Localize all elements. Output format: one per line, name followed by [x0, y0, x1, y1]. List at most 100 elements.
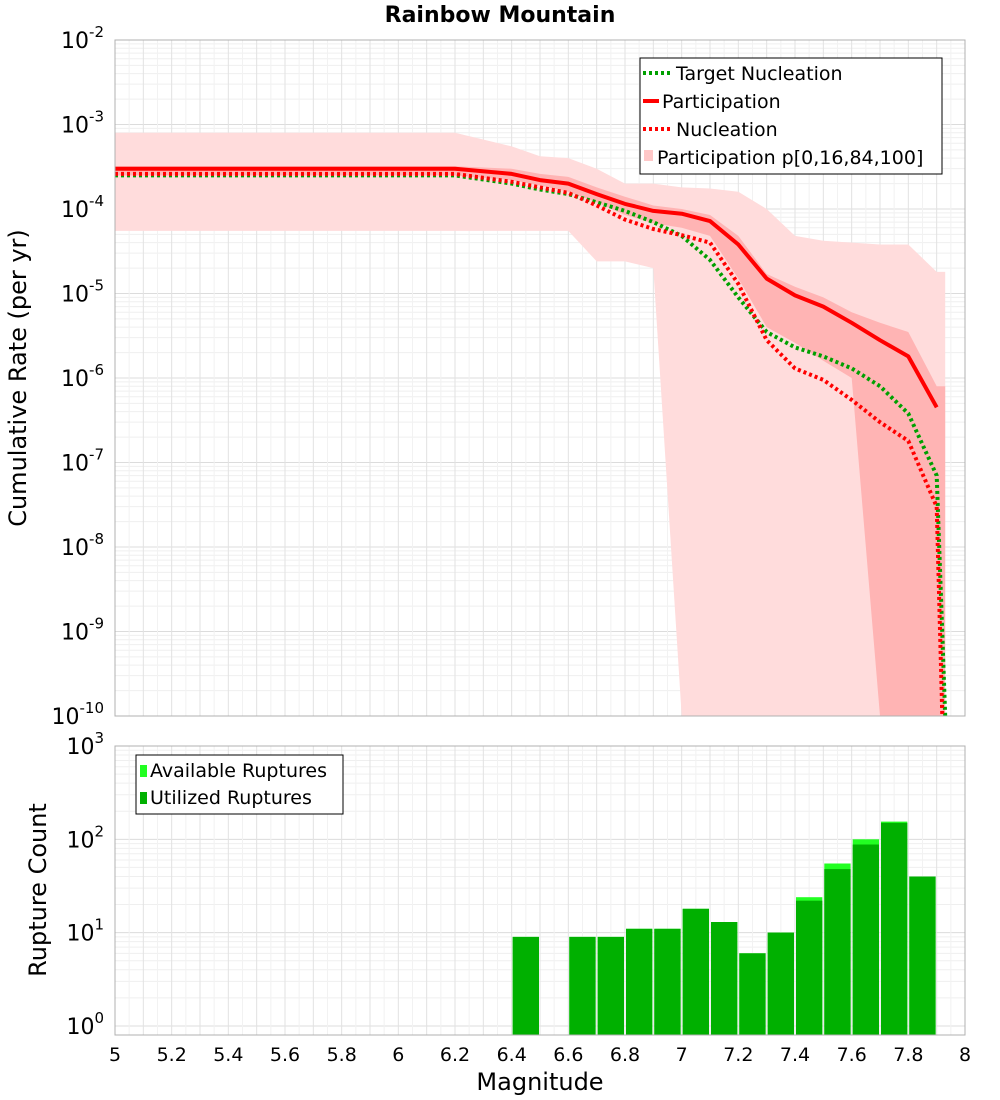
rate-y-tick-base: 10 [61, 621, 89, 646]
x-tick-label: 7.4 [780, 1044, 810, 1066]
legend-label-participation-band: Participation p[0,16,84,100] [657, 147, 923, 169]
rupture-y-tick-exp: 1 [94, 916, 104, 934]
rate-y-tick-label: 10-8 [61, 530, 104, 561]
rupture-y-tick-label: 100 [66, 1009, 104, 1040]
x-tick-label: 7.2 [723, 1044, 753, 1066]
rupture-y-tick-base: 10 [66, 735, 94, 760]
rate-y-tick-label: 10-2 [61, 23, 104, 54]
legend-label-participation: Participation [662, 91, 781, 113]
rupture-legend: Available Ruptures Utilized Ruptures [135, 754, 344, 815]
rate-y-tick-exp: -9 [89, 615, 104, 633]
rate-y-tick-base: 10 [61, 114, 89, 139]
rupture-bars [512, 821, 936, 1035]
rupture-y-tick-label: 102 [66, 822, 104, 853]
x-tick-label: 6.8 [610, 1044, 640, 1066]
bar-utilized [852, 844, 879, 1035]
bar-utilized [569, 936, 596, 1035]
legend-swatch-participation-band [644, 150, 653, 161]
rate-y-tick-exp: -8 [89, 530, 104, 548]
participation-band-outer [115, 132, 946, 716]
rupture-y-tick-exp: 3 [94, 729, 104, 747]
participation-bands [115, 132, 946, 717]
x-tick-label: 6.2 [440, 1044, 470, 1066]
rupture-legend-box [135, 754, 344, 815]
rupture-plot-grid [114, 746, 966, 1035]
magnitude-x-label: Magnitude [476, 1068, 603, 1096]
rate-y-tick-label: 10-10 [52, 699, 105, 730]
rate-legend: Target Nucleation Participation Nucleati… [639, 57, 943, 175]
bar-utilized [682, 908, 709, 1035]
x-tick-label: 6.4 [497, 1044, 527, 1066]
legend-label-nucleation: Nucleation [676, 119, 778, 141]
nucleation-line [115, 171, 945, 717]
rupture-y-tick-base: 10 [66, 1015, 94, 1040]
legend-label-utilized: Utilized Ruptures [150, 787, 312, 809]
rate-y-tick-exp: -5 [89, 277, 104, 295]
rate-legend-box [639, 57, 943, 175]
bar-utilized [654, 928, 681, 1035]
x-tick-label: 5 [109, 1044, 121, 1066]
target-nucleation-line [115, 173, 948, 717]
rupture-y-tick-base: 10 [66, 828, 94, 853]
participation-line [115, 166, 939, 409]
x-tick-label: 7.6 [837, 1044, 867, 1066]
bar-utilized [512, 936, 539, 1035]
rate-y-tick-label: 10-9 [61, 615, 104, 646]
x-tick-label: 5.2 [157, 1044, 187, 1066]
rate-y-tick-exp: -7 [89, 446, 104, 464]
legend-swatch-available [140, 765, 147, 777]
rate-y-tick-base: 10 [61, 198, 89, 223]
rate-y-tick-label: 10-5 [61, 277, 104, 308]
bar-utilized [767, 932, 794, 1035]
magnitude-x-ticks: 5 5.2 5.4 5.6 5.8 6 6.2 6.4 6.6 6.8 7 7.2 7.4 7.6 7.8 8 [109, 1044, 971, 1066]
bar-utilized [881, 822, 908, 1035]
rate-plot-frame [114, 39, 966, 717]
bar-utilized [711, 922, 738, 1035]
rate-y-tick-label: 10-3 [61, 108, 104, 139]
rate-y-tick-base: 10 [52, 705, 80, 730]
legend-label-available: Available Ruptures [150, 760, 327, 782]
rupture-y-tick-label: 103 [66, 729, 104, 760]
rate-curves [115, 166, 948, 717]
x-tick-label: 7.8 [893, 1044, 923, 1066]
rate-y-tick-exp: -2 [89, 23, 104, 41]
rupture-y-tick-base: 10 [66, 922, 94, 947]
bar-utilized [824, 869, 851, 1035]
rate-y-label: Cumulative Rate (per yr) [4, 229, 32, 527]
rate-y-tick-base: 10 [61, 367, 89, 392]
x-tick-label: 7 [676, 1044, 688, 1066]
rate-y-tick-label: 10-4 [61, 192, 104, 223]
rupture-y-tick-exp: 2 [94, 822, 104, 840]
rate-y-tick-base: 10 [61, 29, 89, 54]
bar-utilized [796, 900, 823, 1035]
rate-y-tick-exp: -3 [89, 108, 104, 126]
legend-swatch-utilized [140, 792, 147, 804]
chart-title: Rainbow Mountain [385, 3, 616, 28]
bar-utilized [597, 936, 624, 1035]
x-tick-label: 6.6 [553, 1044, 583, 1066]
rate-y-tick-base: 10 [61, 283, 89, 308]
x-tick-label: 5.6 [270, 1044, 300, 1066]
x-tick-label: 6 [392, 1044, 404, 1066]
x-tick-label: 8 [959, 1044, 971, 1066]
rate-y-tick-base: 10 [61, 536, 89, 561]
bar-utilized [739, 953, 766, 1035]
rate-y-tick-exp: -6 [89, 361, 104, 379]
rate-y-tick-exp: -4 [89, 192, 104, 210]
x-tick-label: 5.8 [327, 1044, 357, 1066]
rate-y-tick-label: 10-6 [61, 361, 104, 392]
rupture-y-tick-exp: 0 [94, 1009, 104, 1027]
rupture-y-label: Rupture Count [24, 803, 52, 977]
bar-utilized [626, 928, 653, 1035]
rate-y-tick-base: 10 [61, 452, 89, 477]
rate-y-tick-exp: -10 [80, 699, 105, 717]
legend-label-target-nucleation: Target Nucleation [675, 63, 843, 85]
rupture-y-tick-label: 101 [66, 916, 104, 947]
rate-y-tick-label: 10-7 [61, 446, 104, 477]
x-tick-label: 5.4 [213, 1044, 243, 1066]
rupture-plot-frame [114, 745, 966, 1036]
